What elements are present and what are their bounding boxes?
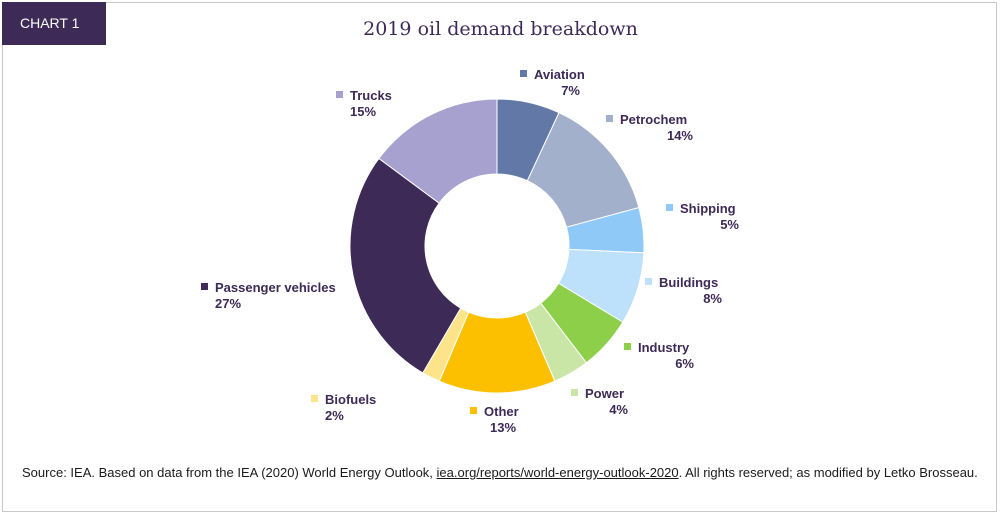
chart-title: 2019 oil demand breakdown bbox=[363, 18, 638, 40]
legend-marker-biofuels bbox=[311, 395, 318, 402]
legend-marker-industry bbox=[624, 343, 631, 350]
slice-value-aviation: 7% bbox=[561, 83, 580, 98]
slice-value-shipping: 5% bbox=[720, 217, 739, 232]
legend-marker-shipping bbox=[666, 204, 673, 211]
slice-label-other: Other bbox=[484, 404, 519, 419]
slice-label-passenger-vehicles: Passenger vehicles bbox=[215, 280, 336, 295]
donut-slices bbox=[349, 98, 645, 394]
slice-value-passenger-vehicles: 27% bbox=[215, 296, 241, 311]
slice-label-trucks: Trucks bbox=[350, 88, 392, 103]
legend-marker-buildings bbox=[645, 278, 652, 285]
slice-label-industry: Industry bbox=[638, 340, 690, 355]
legend-marker-aviation bbox=[520, 70, 527, 77]
slice-value-buildings: 8% bbox=[703, 291, 722, 306]
slice-label-shipping: Shipping bbox=[680, 201, 736, 216]
donut-slice-passenger-vehicles bbox=[349, 157, 462, 374]
slice-label-aviation: Aviation bbox=[534, 67, 585, 82]
slice-label-biofuels: Biofuels bbox=[325, 392, 376, 407]
legend-marker-trucks bbox=[336, 91, 343, 98]
slice-value-industry: 6% bbox=[675, 356, 694, 371]
source-prefix: Source: IEA. Based on data from the IEA … bbox=[22, 465, 437, 480]
donut-slice-trucks bbox=[378, 98, 498, 204]
chart-number-badge: CHART 1 bbox=[2, 2, 106, 45]
legend-marker-other bbox=[470, 407, 477, 414]
slice-label-power: Power bbox=[585, 386, 624, 401]
legend-marker-petrochem bbox=[606, 115, 613, 122]
legend-marker-passenger-vehicles bbox=[201, 283, 208, 290]
source-suffix: . All rights reserved; as modified by Le… bbox=[678, 465, 978, 480]
slice-label-buildings: Buildings bbox=[659, 275, 718, 290]
slice-value-trucks: 15% bbox=[350, 104, 376, 119]
slice-value-other: 13% bbox=[490, 420, 516, 435]
source-link[interactable]: iea.org/reports/world-energy-outlook-202… bbox=[436, 465, 679, 480]
slice-value-biofuels: 2% bbox=[325, 408, 344, 423]
legend-marker-power bbox=[571, 389, 578, 396]
slice-value-petrochem: 14% bbox=[667, 128, 693, 143]
source-note: Source: IEA. Based on data from the IEA … bbox=[22, 464, 987, 482]
slice-value-power: 4% bbox=[609, 402, 628, 417]
slice-label-petrochem: Petrochem bbox=[620, 112, 687, 127]
